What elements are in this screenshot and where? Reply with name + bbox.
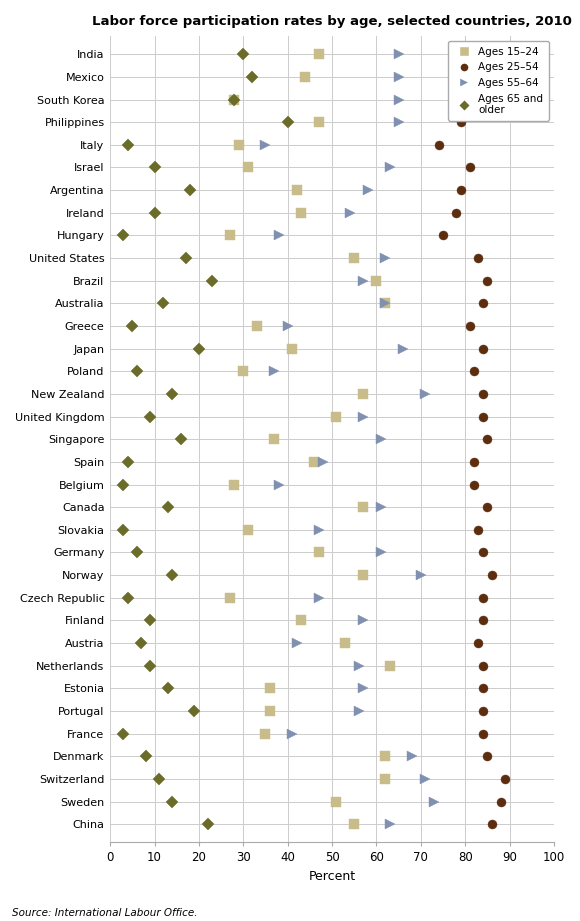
Legend: Ages 15–24, Ages 25–54, Ages 55–64, Ages 65 and
older: Ages 15–24, Ages 25–54, Ages 55–64, Ages…	[448, 41, 549, 121]
X-axis label: Percent: Percent	[309, 870, 356, 883]
Title: Labor force participation rates by age, selected countries, 2010: Labor force participation rates by age, …	[92, 15, 572, 28]
Text: Source: International Labour Office.: Source: International Labour Office.	[12, 908, 197, 918]
